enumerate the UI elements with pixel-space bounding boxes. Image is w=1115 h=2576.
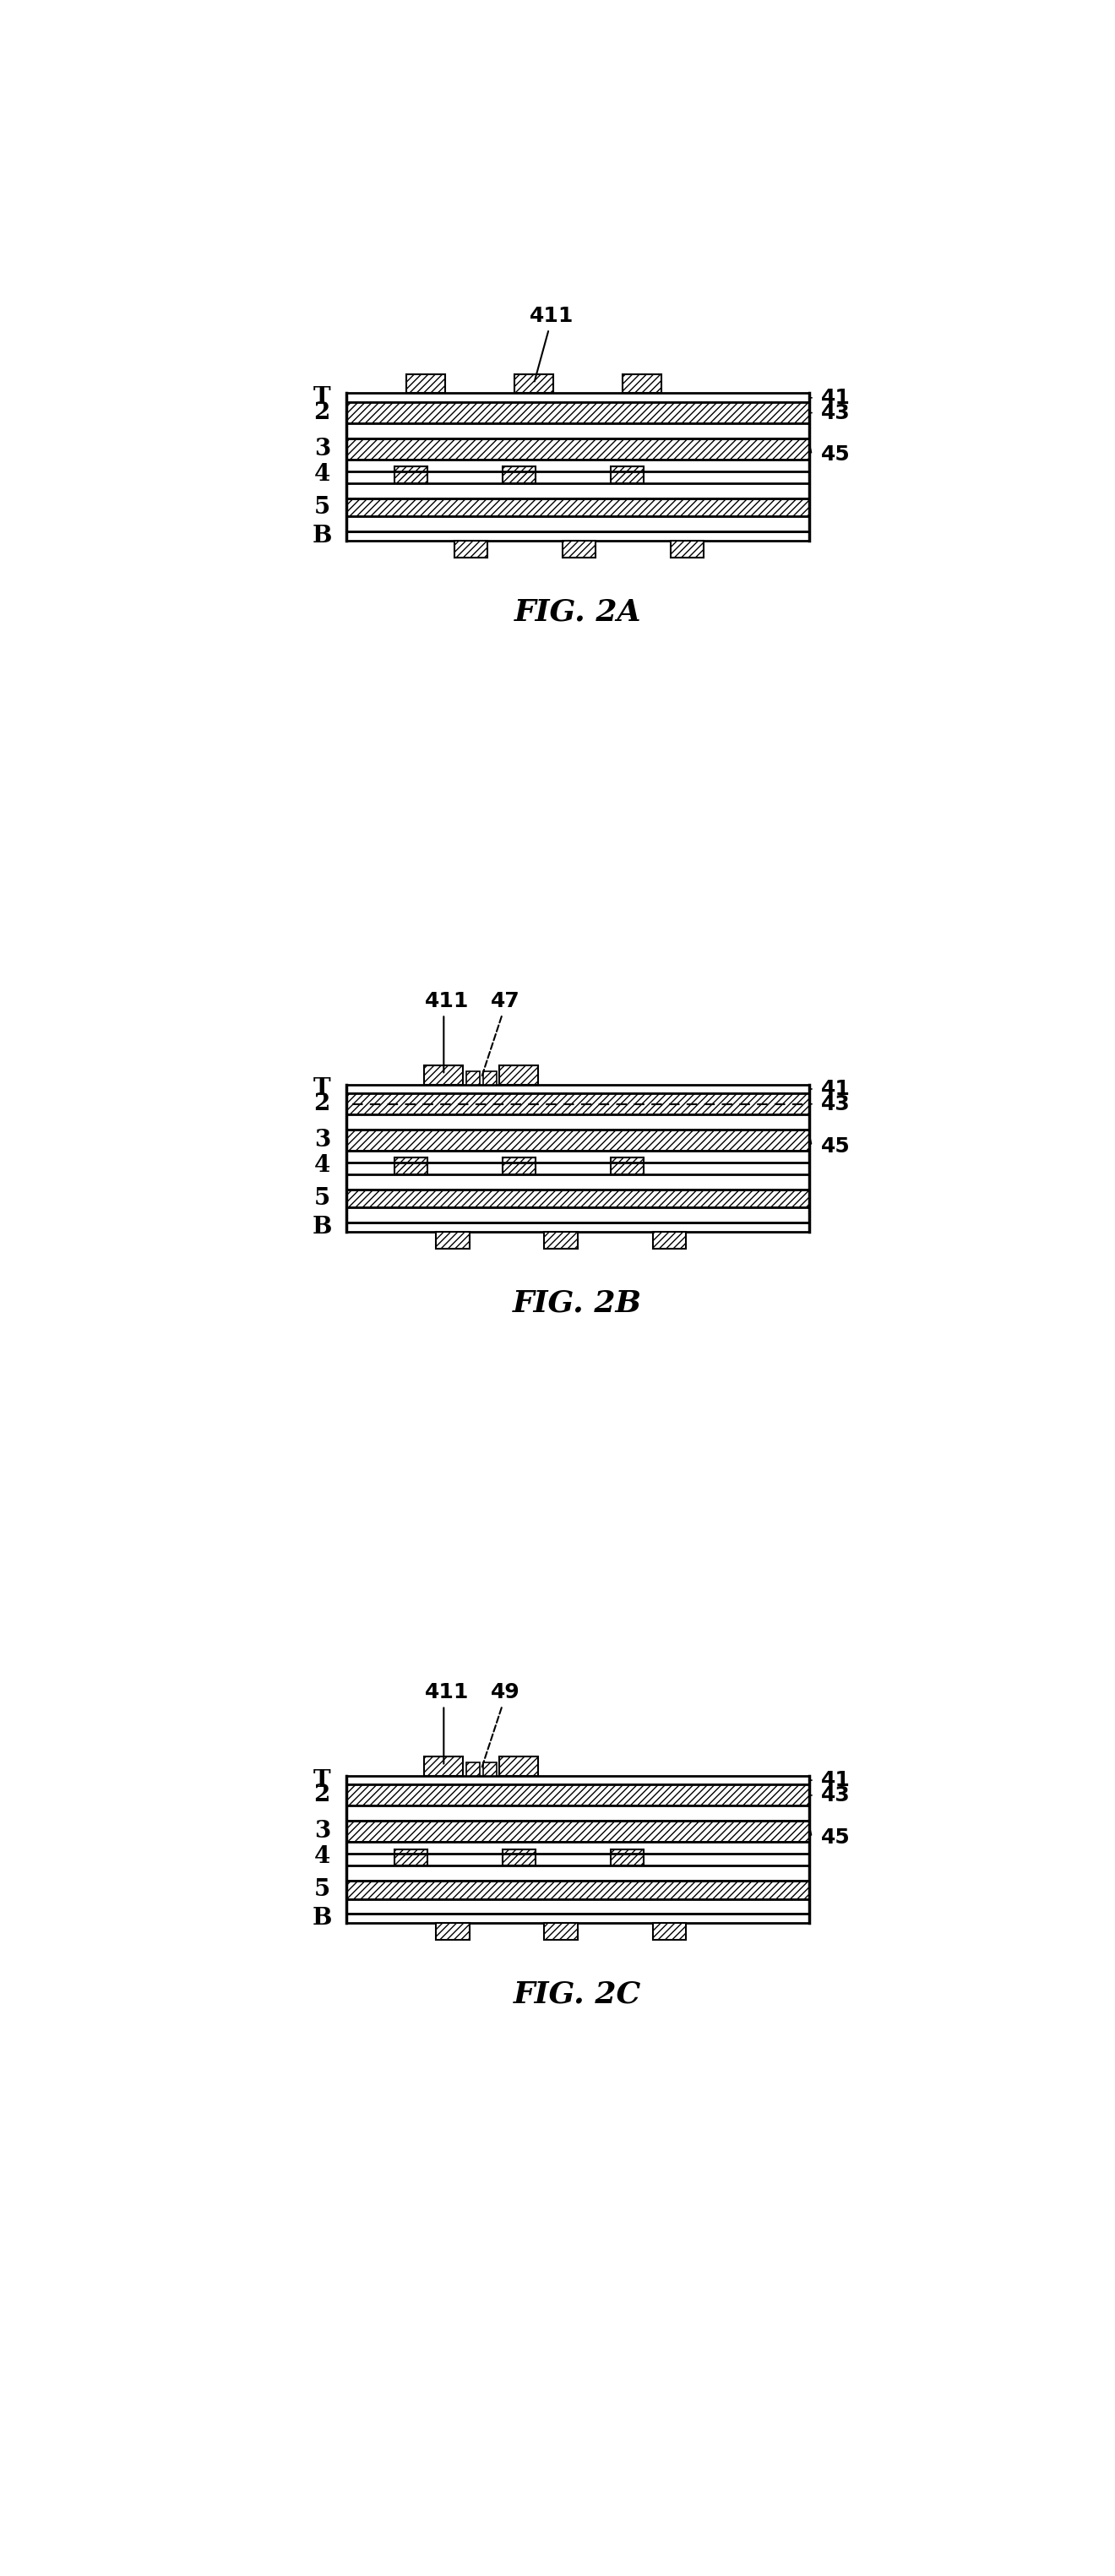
Text: 411: 411 [530, 307, 574, 327]
Bar [652, 1231, 686, 1249]
Bar [346, 422, 808, 438]
Text: 41: 41 [821, 386, 851, 407]
Bar [346, 402, 808, 422]
Text: FIG. 2B: FIG. 2B [513, 1288, 642, 1316]
Bar [346, 500, 808, 518]
Bar [346, 1806, 808, 1821]
Text: 45: 45 [821, 446, 850, 466]
Text: 45: 45 [821, 1136, 850, 1157]
Text: 43: 43 [821, 1095, 850, 1115]
Bar [466, 1762, 479, 1775]
Bar [346, 1162, 808, 1175]
Text: B: B [312, 1906, 332, 1929]
Text: 4: 4 [314, 1154, 330, 1177]
Text: 4: 4 [314, 464, 330, 487]
Text: 5: 5 [314, 1878, 330, 1901]
Bar [611, 1157, 643, 1175]
Text: 43: 43 [821, 1785, 850, 1806]
Bar [346, 1855, 808, 1865]
Bar [395, 1850, 427, 1865]
Text: 5: 5 [314, 1188, 330, 1211]
Text: 5: 5 [314, 497, 330, 518]
Bar [544, 1924, 578, 1940]
Bar [611, 1850, 643, 1865]
Bar [454, 541, 487, 556]
Text: 3: 3 [314, 1128, 330, 1151]
Bar [346, 484, 808, 500]
Bar [562, 541, 595, 556]
Text: 2: 2 [313, 402, 330, 425]
Bar [346, 1084, 808, 1095]
Bar [346, 1115, 808, 1131]
Bar [346, 1095, 808, 1115]
Bar [406, 374, 445, 394]
Text: 4: 4 [314, 1844, 330, 1868]
Bar [346, 518, 808, 531]
Text: FIG. 2C: FIG. 2C [514, 1981, 641, 2009]
Text: 2: 2 [313, 1783, 330, 1806]
Text: 47: 47 [491, 992, 520, 1012]
Bar [483, 1762, 496, 1775]
Bar [670, 541, 704, 556]
Bar [346, 394, 808, 402]
Bar [346, 459, 808, 471]
Bar [503, 466, 535, 484]
Text: T: T [313, 386, 331, 410]
Bar [424, 1757, 463, 1775]
Bar [346, 471, 808, 484]
Text: T: T [313, 1770, 331, 1793]
Bar [652, 1924, 686, 1940]
Bar [424, 1066, 463, 1084]
Bar [346, 1785, 808, 1806]
Bar [395, 466, 427, 484]
Bar [503, 1157, 535, 1175]
Text: 3: 3 [314, 1819, 330, 1842]
Bar [500, 1066, 539, 1084]
Bar [514, 374, 553, 394]
Text: 2: 2 [313, 1092, 330, 1115]
Text: 411: 411 [425, 992, 469, 1012]
Bar [346, 1151, 808, 1162]
Bar [395, 1157, 427, 1175]
Bar [346, 1190, 808, 1208]
Bar [346, 531, 808, 541]
Text: B: B [312, 1216, 332, 1239]
Bar [346, 1775, 808, 1785]
Bar [346, 1865, 808, 1880]
Bar [611, 466, 643, 484]
Text: FIG. 2A: FIG. 2A [514, 598, 641, 626]
Text: 45: 45 [821, 1826, 850, 1847]
Text: 43: 43 [821, 402, 850, 422]
Text: 411: 411 [425, 1682, 469, 1703]
Bar [346, 1131, 808, 1151]
Text: 41: 41 [821, 1079, 851, 1100]
Bar [346, 1842, 808, 1855]
Bar [346, 1224, 808, 1231]
Bar [346, 1914, 808, 1924]
Bar [436, 1231, 469, 1249]
Bar [483, 1072, 496, 1084]
Bar [544, 1231, 578, 1249]
Bar [500, 1757, 539, 1775]
Text: 49: 49 [491, 1682, 520, 1703]
Text: 41: 41 [821, 1770, 851, 1790]
Bar [346, 1899, 808, 1914]
Bar [346, 1880, 808, 1899]
Bar [346, 438, 808, 459]
Text: 3: 3 [314, 438, 330, 461]
Bar [622, 374, 661, 394]
Bar [466, 1072, 479, 1084]
Bar [436, 1924, 469, 1940]
Bar [346, 1821, 808, 1842]
Text: B: B [312, 526, 332, 549]
Text: T: T [313, 1077, 331, 1100]
Bar [346, 1175, 808, 1190]
Bar [503, 1850, 535, 1865]
Bar [346, 1208, 808, 1224]
